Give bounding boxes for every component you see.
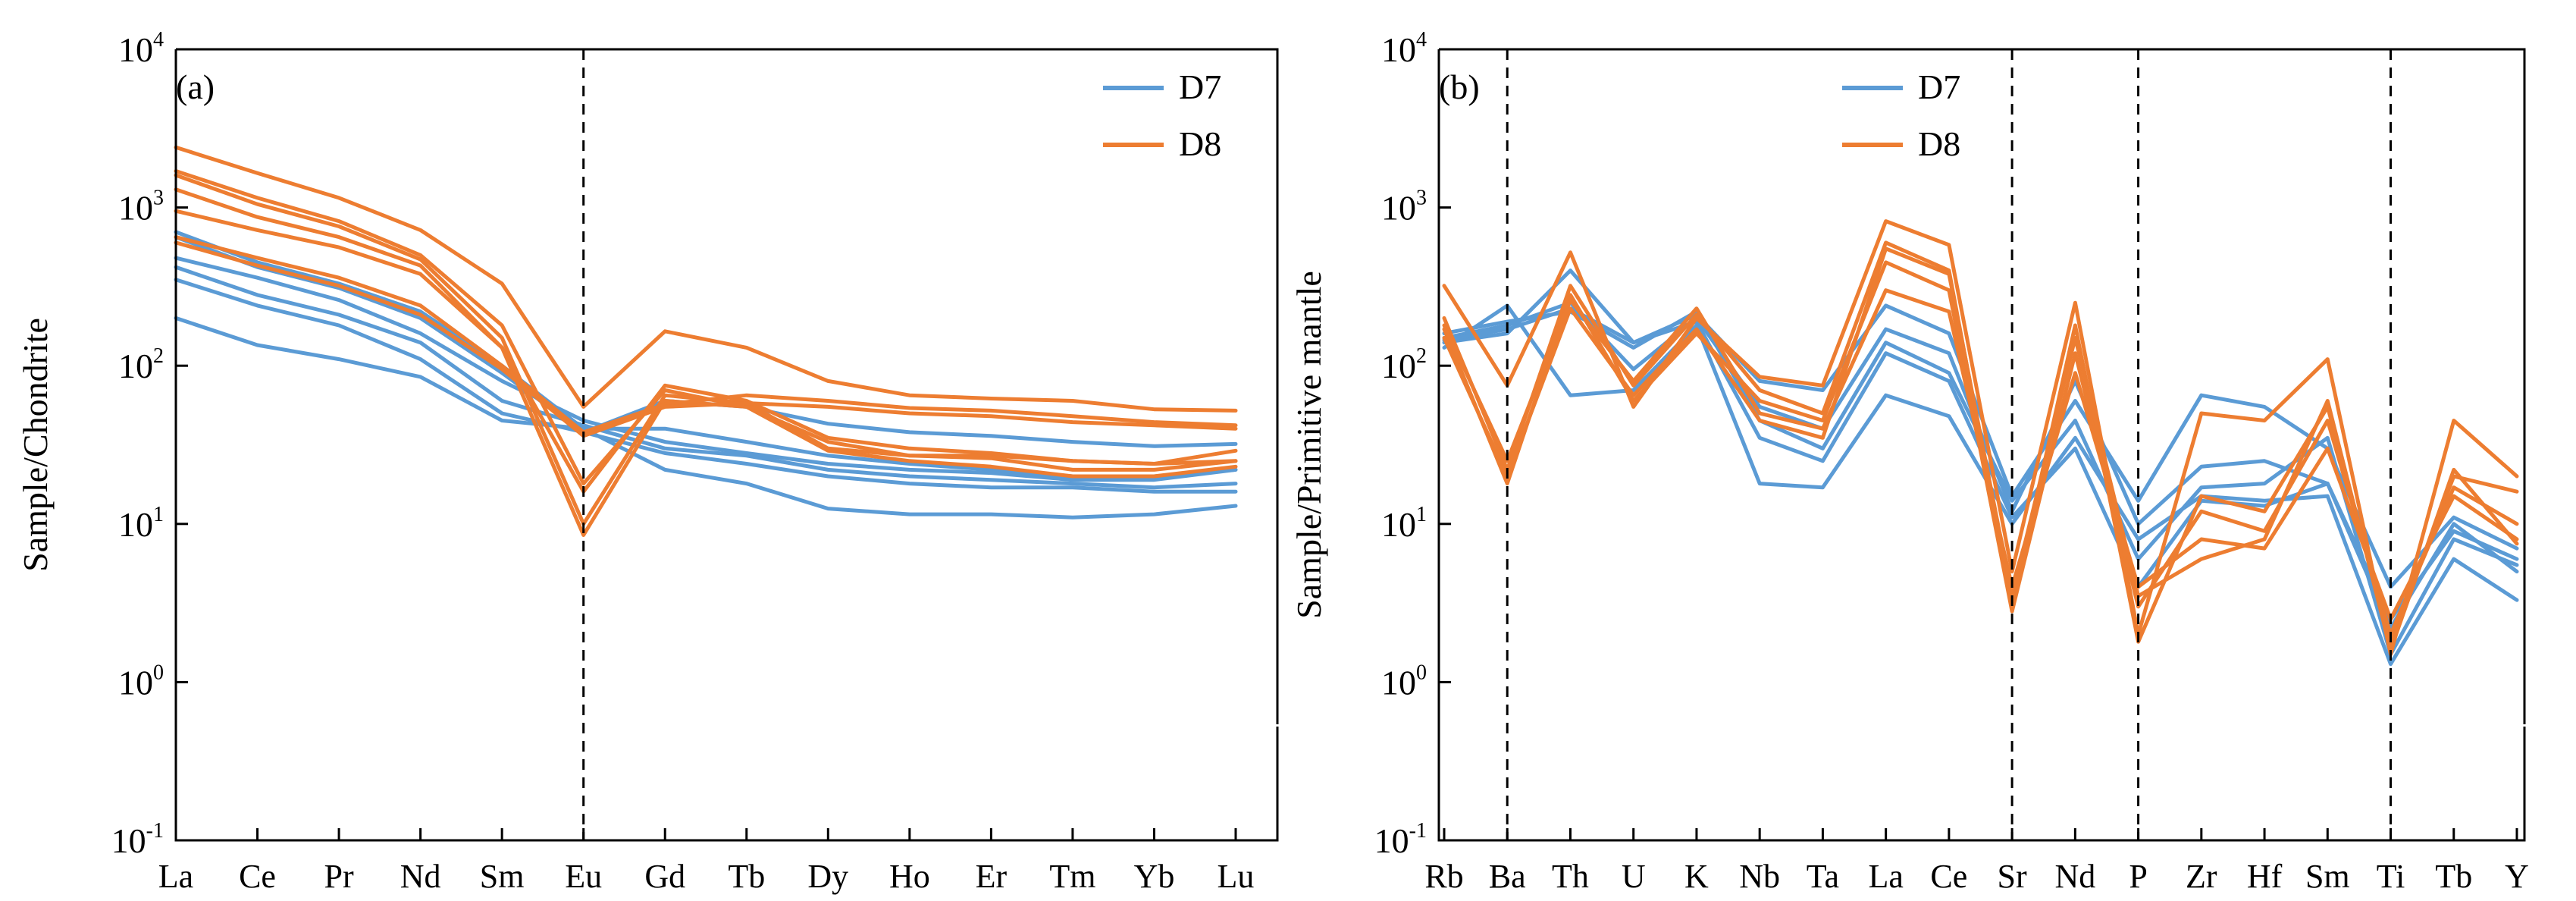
panel-a-x-label-lu: Lu (1217, 858, 1255, 895)
panel-a-series-d7-2 (174, 256, 1238, 482)
panel-a-y-tick-label-3: 103 (118, 187, 164, 228)
panel-b-y-tick-label--1: 10-1 (1374, 819, 1427, 860)
panel-b-axes-frame (1437, 48, 2526, 842)
panel-a-x-label-dy: Dy (807, 858, 848, 895)
panel-a-x-label-yb: Yb (1134, 858, 1175, 895)
panel-b-y-tick-label-2: 102 (1381, 344, 1427, 385)
panel-b-x-label-u: U (1622, 858, 1646, 895)
panel-b-x-label-nb: Nb (1739, 858, 1780, 895)
panel-b-label: (b) (1439, 67, 1480, 106)
panel-b-x-label-y: Y (2505, 858, 2529, 895)
panel-b-series-d8-10 (1442, 246, 2519, 652)
panel-a-x-label-tm: Tm (1049, 858, 1095, 895)
panel-b-x-label-ba: Ba (1489, 858, 1526, 895)
panel-a-y-tick-label-2: 102 (118, 344, 164, 385)
panel-b-x-label-p: P (2129, 858, 2147, 895)
panel-b-series-d7-3 (1442, 303, 2519, 667)
panel-a-label: (a) (176, 67, 215, 106)
panel-a-series-d8-11 (174, 209, 1238, 494)
panel-a-series-d8-12 (174, 235, 1238, 435)
panel-b-y-tick-label-4: 104 (1381, 28, 1427, 69)
panel-b-x-ticks: Rb Ba Th U K Nb Ta La Ce Sr Nd P Zr Hf Sm Ti Tb Y (1424, 828, 2529, 895)
panel-b-dividers (1506, 49, 2393, 840)
panel-b-y-axis-title: Sample/Primitive mantle (1290, 271, 1328, 619)
panel-a-x-label-la: La (158, 858, 193, 895)
panel-b-y-tick-label-0: 100 (1381, 661, 1427, 702)
panel-a-y-tick-label-4: 104 (118, 28, 164, 69)
panel-b: 10-1 100 101 102 103 104 Rb Ba Th U K Nb Ta La Ce Sr Nd… (1290, 28, 2529, 895)
panel-a-series (174, 145, 1238, 537)
panel-b-series (1442, 219, 2519, 667)
panel-a-x-label-ho: Ho (889, 858, 930, 895)
panel-a-legend-label-d7: D7 (1179, 67, 1221, 106)
panel-a-series-d7-4 (174, 278, 1238, 494)
panel-a-y-ticks: 10-1 100 101 102 103 104 (111, 28, 188, 860)
panel-a-y-tick-label--1: 10-1 (111, 819, 164, 860)
panel-a-x-label-nd: Nd (400, 858, 441, 895)
panel-a-x-label-sm: Sm (480, 858, 525, 895)
panel-a-y-tick-label-1: 101 (118, 503, 164, 544)
panel-b-x-label-rb: Rb (1424, 858, 1463, 895)
panel-b-x-label-ta: Ta (1807, 858, 1839, 895)
panel-b-x-label-tb: Tb (2435, 858, 2472, 895)
panel-a-x-label-pr: Pr (324, 858, 354, 895)
panel-a-series-d8-7 (174, 145, 1238, 413)
panel-a-x-label-ce: Ce (239, 858, 276, 895)
panel-a-series-d7-3 (174, 265, 1238, 490)
panel-a-x-label-gd: Gd (644, 858, 685, 895)
panel-b-legend-label-d7: D7 (1918, 67, 1960, 106)
panel-a-legend-label-d8: D8 (1179, 124, 1221, 163)
panel-a-legend: D7 D8 (1103, 67, 1221, 163)
panel-a-axes-frame (174, 48, 1279, 842)
panel-b-y-tick-label-1: 101 (1381, 503, 1427, 544)
panel-b-x-label-th: Th (1552, 858, 1589, 895)
panel-b-x-label-k: K (1684, 858, 1709, 895)
panel-b-x-label-ti: Ti (2377, 858, 2405, 895)
panel-b-x-label-nd: Nd (2054, 858, 2095, 895)
panel-b-series-d8-9 (1442, 288, 2519, 621)
panel-a-y-tick-label-0: 100 (118, 661, 164, 702)
panel-a-x-label-er: Er (976, 858, 1008, 895)
panel-a-y-axis-title: Sample/Chondrite (16, 318, 55, 572)
panel-a: 10-1 100 101 102 103 104 La Ce Pr Nd Sm Eu Gd Tb Dy Ho… (16, 28, 1279, 895)
panel-b-x-label-sm: Sm (2305, 858, 2350, 895)
panel-b-legend: D7 D8 (1842, 67, 1960, 163)
panel-b-legend-label-d8: D8 (1918, 124, 1960, 163)
panel-a-series-d7-5 (174, 316, 1238, 520)
panel-a-series-d8-13 (174, 240, 1238, 438)
panel-b-y-tick-label-3: 103 (1381, 187, 1427, 228)
panel-a-x-label-eu: Eu (565, 858, 602, 895)
panel-a-x-label-tb: Tb (728, 858, 765, 895)
panel-a-x-ticks: La Ce Pr Nd Sm Eu Gd Tb Dy Ho Er Tm Yb Lu (158, 828, 1255, 895)
panel-b-x-label-sr: Sr (1998, 858, 2027, 895)
panel-b-x-label-ce: Ce (1930, 858, 1967, 895)
panel-b-x-label-la: La (1868, 858, 1903, 895)
panel-b-x-label-zr: Zr (2186, 858, 2217, 895)
panel-b-x-label-hf: Hf (2247, 858, 2283, 895)
